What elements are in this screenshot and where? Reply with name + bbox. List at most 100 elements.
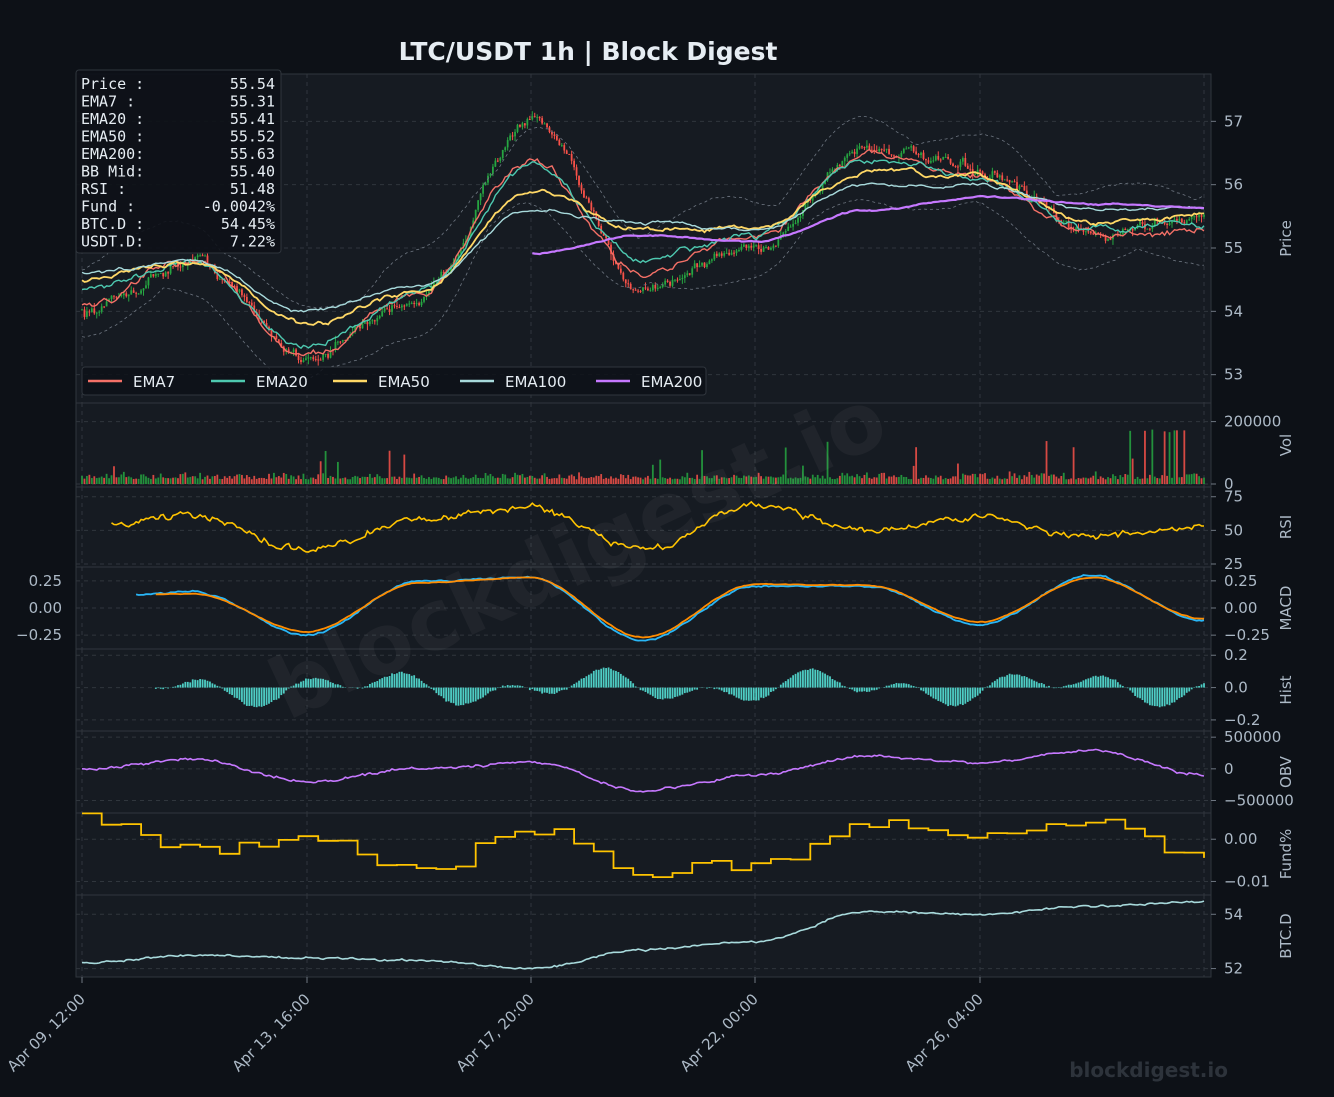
hist-bar bbox=[467, 688, 469, 704]
volume-bar bbox=[586, 478, 588, 484]
hist-bar bbox=[763, 688, 765, 699]
volume-bar bbox=[1149, 475, 1151, 484]
hist-bar bbox=[192, 679, 194, 687]
candle-body bbox=[637, 291, 639, 292]
y-tick-label-btcd: 54 bbox=[1224, 905, 1243, 923]
volume-bar bbox=[1134, 479, 1136, 484]
volume-bar bbox=[598, 476, 600, 484]
volume-bar bbox=[243, 478, 245, 484]
candle-body bbox=[677, 280, 679, 281]
volume-bar bbox=[1068, 479, 1070, 484]
volume-bar bbox=[460, 478, 462, 484]
hist-bar bbox=[1063, 686, 1065, 687]
volume-bar bbox=[229, 476, 231, 484]
candle-body bbox=[1193, 216, 1195, 217]
candle-body bbox=[544, 124, 546, 125]
candle-body bbox=[84, 309, 86, 317]
volume-bar bbox=[101, 477, 103, 484]
volume-bar bbox=[960, 479, 962, 484]
candle-body bbox=[391, 305, 393, 311]
volume-bar bbox=[396, 479, 398, 484]
hist-bar bbox=[1075, 683, 1077, 687]
candle-body bbox=[197, 255, 199, 257]
hist-bar bbox=[539, 688, 541, 692]
hist-bar bbox=[462, 688, 464, 706]
volume-bar bbox=[1112, 474, 1114, 484]
candle-body bbox=[381, 312, 383, 317]
volume-bar bbox=[1191, 474, 1193, 484]
hist-bar bbox=[748, 688, 750, 701]
hist-bar bbox=[1176, 688, 1178, 700]
candle-body bbox=[790, 227, 792, 228]
volume-bar bbox=[172, 478, 174, 484]
chart-title: LTC/USDT 1h | Block Digest bbox=[399, 37, 778, 66]
y-tick-label-obv: −500000 bbox=[1224, 792, 1294, 810]
volume-bar bbox=[480, 478, 482, 484]
candle-body bbox=[86, 311, 88, 317]
candle-body bbox=[571, 154, 573, 161]
volume-bar bbox=[485, 473, 487, 484]
candle-body bbox=[684, 275, 686, 278]
volume-bar bbox=[349, 479, 351, 484]
candle-body bbox=[492, 167, 494, 174]
candle-body bbox=[113, 296, 115, 297]
volume-bar bbox=[362, 477, 364, 484]
candle-body bbox=[765, 247, 767, 248]
candle-body bbox=[657, 288, 659, 289]
volume-bar bbox=[423, 478, 425, 484]
volume-bar bbox=[1070, 478, 1072, 484]
hist-bar bbox=[849, 688, 851, 689]
volume-bar bbox=[1051, 475, 1053, 484]
candle-body bbox=[1011, 181, 1013, 182]
hist-bar bbox=[1139, 688, 1141, 699]
volume-bar bbox=[1033, 478, 1035, 484]
hist-bar bbox=[768, 688, 770, 696]
candle-body bbox=[312, 357, 314, 359]
volume-bar bbox=[376, 474, 378, 484]
candle-body bbox=[583, 190, 585, 197]
hist-bar bbox=[957, 688, 959, 706]
candle-body bbox=[632, 289, 634, 290]
candle-body bbox=[930, 161, 932, 162]
candle-body bbox=[649, 290, 651, 291]
volume-bar bbox=[1043, 474, 1045, 484]
volume-bar bbox=[957, 464, 959, 484]
volume-bar bbox=[283, 473, 285, 484]
candle-body bbox=[854, 152, 856, 154]
hist-bar bbox=[236, 688, 238, 699]
candle-body bbox=[369, 321, 371, 324]
hist-bar bbox=[972, 688, 974, 699]
volume-bar bbox=[1144, 431, 1146, 484]
candle-body bbox=[957, 167, 959, 168]
volume-bar bbox=[192, 476, 194, 484]
candle-body bbox=[829, 172, 831, 173]
candle-body bbox=[888, 149, 890, 155]
candle-body bbox=[421, 302, 423, 305]
y-left-tick-label-macd: −0.25 bbox=[16, 626, 62, 644]
candle-body bbox=[652, 285, 654, 290]
hist-bar bbox=[603, 668, 605, 688]
hist-bar bbox=[940, 688, 942, 702]
hist-bar bbox=[866, 688, 868, 692]
hist-bar bbox=[433, 688, 435, 691]
hist-bar bbox=[647, 688, 649, 694]
hist-bar bbox=[1019, 675, 1021, 688]
hist-bar bbox=[1011, 674, 1013, 687]
candle-body bbox=[654, 285, 656, 288]
volume-bar bbox=[440, 479, 442, 484]
volume-bar bbox=[1001, 479, 1003, 484]
hist-bar bbox=[962, 688, 964, 705]
volume-bar bbox=[266, 479, 268, 484]
volume-bar bbox=[1183, 430, 1185, 484]
hist-bar bbox=[878, 688, 880, 689]
candle-body bbox=[923, 153, 925, 159]
candle-body bbox=[403, 306, 405, 307]
hist-bar bbox=[438, 688, 440, 696]
volume-bar bbox=[401, 478, 403, 484]
hist-bar bbox=[517, 685, 519, 687]
candle-body bbox=[1181, 219, 1183, 223]
candle-body bbox=[733, 253, 735, 254]
candle-body bbox=[881, 149, 883, 150]
candle-body bbox=[753, 246, 755, 248]
